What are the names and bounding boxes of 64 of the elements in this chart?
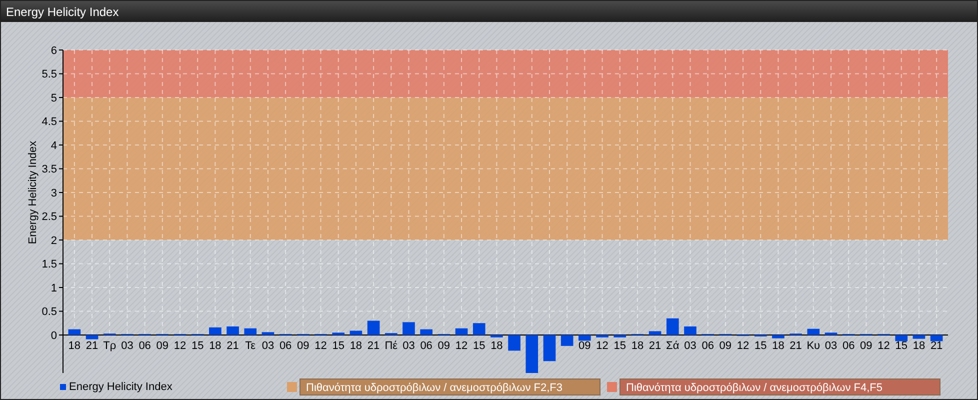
y-tick-label: 6 — [50, 44, 57, 57]
x-tick-label: 06 — [702, 340, 714, 352]
x-tick-label: 09 — [578, 340, 591, 352]
x-tick-label: 06 — [842, 340, 855, 352]
y-tick-label: 2 — [50, 234, 57, 247]
x-tick-label: 21 — [930, 340, 943, 352]
x-tick-label: 03 — [121, 340, 134, 352]
x-tick-label: 18 — [68, 340, 81, 352]
x-tick-label: 12 — [736, 340, 750, 352]
y-tick-label: 1 — [50, 282, 57, 294]
y-tick-label: 3 — [50, 187, 57, 200]
x-tick-label: 21 — [790, 340, 802, 352]
y-tick-label: 0 — [50, 330, 57, 342]
legend-label: Energy Helicity Index — [69, 381, 173, 393]
x-tick-label: 18 — [631, 340, 644, 352]
x-tick-label: Τρ — [103, 340, 116, 352]
x-tick-label: Κυ — [806, 340, 820, 352]
x-tick-label: 12 — [314, 340, 327, 352]
x-tick-label: 09 — [156, 340, 169, 352]
x-tick-label: 09 — [438, 340, 450, 352]
x-tick-label: 06 — [138, 340, 151, 352]
x-tick-label: 15 — [332, 340, 344, 352]
x-tick-label: 09 — [860, 340, 872, 352]
y-tick-label: 0.5 — [42, 306, 57, 318]
y-tick-label: 3.5 — [42, 164, 57, 176]
x-tick-label: 06 — [420, 340, 432, 352]
x-tick-label: 09 — [719, 340, 732, 352]
x-tick-label: 12 — [878, 340, 890, 352]
x-tick-label: 06 — [279, 340, 292, 352]
x-tick-label: Σά — [666, 340, 680, 352]
x-tick-label: 03 — [684, 340, 696, 352]
chart-title: Energy Helicity Index — [6, 5, 119, 19]
x-tick-label: 03 — [402, 340, 415, 352]
x-tick-label: 18 — [209, 340, 222, 352]
x-tick-label: 15 — [614, 340, 626, 352]
x-tick-label: Πέ — [384, 340, 398, 352]
x-tick-label: 03 — [824, 340, 838, 352]
x-tick-label: 09 — [297, 340, 310, 352]
y-tick-label: 1.5 — [42, 258, 57, 271]
x-tick-label: 12 — [174, 340, 186, 352]
x-tick-label: 18 — [772, 340, 784, 352]
x-tick-label: 12 — [455, 340, 468, 352]
x-tick-label: 21 — [226, 340, 239, 352]
x-tick-label: 18 — [490, 340, 503, 352]
x-tick-label: 15 — [191, 340, 204, 352]
y-tick-label: 4 — [50, 140, 57, 152]
x-tick-label: 21 — [86, 340, 98, 352]
legend-label: Πιθανότητα υδροστρόβιλων / ανεμοστρόβιλων F4,F5 — [626, 382, 882, 394]
y-tick-label: 4.5 — [42, 116, 57, 128]
y-tick-label: 5.5 — [42, 68, 57, 81]
x-tick-label: Τε — [245, 340, 256, 352]
x-tick-label: 12 — [596, 340, 608, 352]
legend-label: Πιθανότητα υδροστρόβιλων / ανεμοστρόβιλων F2,F3 — [306, 382, 562, 394]
x-tick-label: 15 — [472, 340, 486, 352]
x-tick-label: 18 — [350, 340, 362, 352]
x-tick-label: 21 — [648, 340, 662, 352]
y-tick-label: 5 — [50, 92, 57, 104]
x-tick-label: 03 — [262, 340, 274, 352]
x-tick-label: 15 — [895, 340, 908, 352]
y-axis-title: Energy Helicity Index — [27, 140, 39, 244]
x-tick-label: 21 — [367, 340, 380, 352]
x-tick-label: 18 — [912, 340, 926, 352]
x-tick-label: 15 — [754, 340, 767, 352]
y-tick-label: 2.5 — [42, 211, 57, 224]
